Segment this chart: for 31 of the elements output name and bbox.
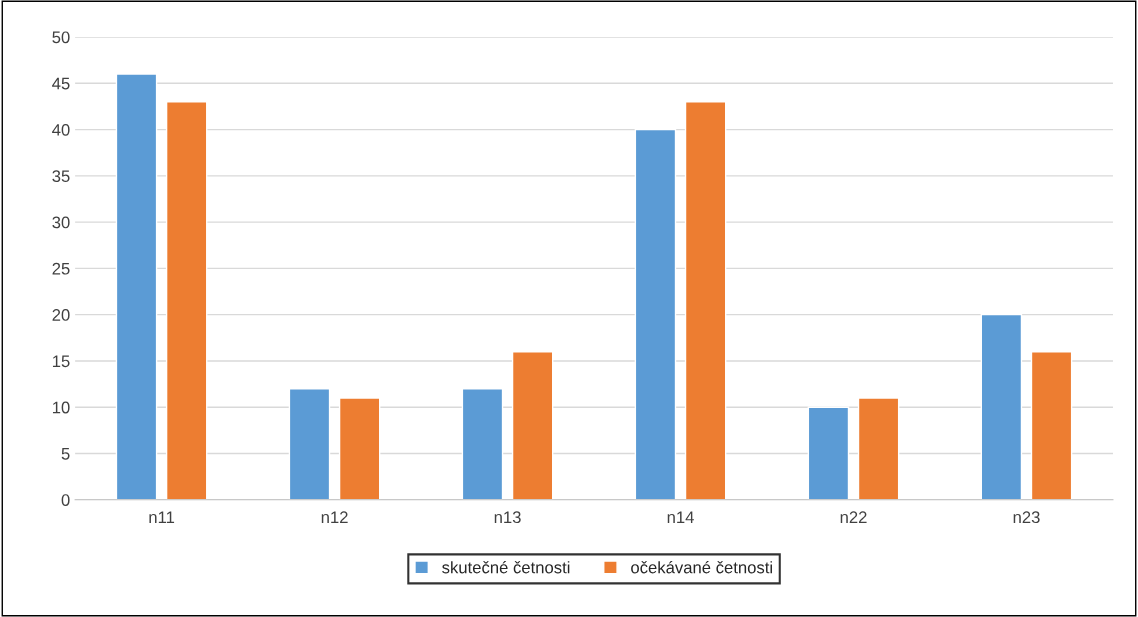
bar xyxy=(1030,350,1073,500)
bar xyxy=(807,406,850,500)
bar xyxy=(288,388,331,500)
y-tick-label: 20 xyxy=(52,309,70,321)
y-tick-label: 40 xyxy=(52,123,70,136)
legend-label: očekávané četnosti xyxy=(631,560,772,574)
y-tick-label: 5 xyxy=(61,448,70,460)
y-tick-label: 50 xyxy=(52,31,70,44)
y-tick-label: 35 xyxy=(52,170,70,183)
bar xyxy=(980,313,1023,500)
y-tick-label: 30 xyxy=(52,216,70,229)
legend-label: skutečné četnosti xyxy=(442,560,570,574)
bar xyxy=(115,73,158,500)
y-tick-label: 25 xyxy=(52,262,70,275)
x-tick-label: n12 xyxy=(321,511,348,523)
y-tick-label: 0 xyxy=(61,494,70,506)
x-tick-label: n11 xyxy=(149,511,175,523)
x-tick-label: n13 xyxy=(494,511,521,524)
bar xyxy=(634,128,677,500)
bar xyxy=(338,397,381,500)
x-tick-label: n22 xyxy=(840,511,867,523)
bar xyxy=(857,397,900,500)
x-tick-label: n23 xyxy=(1013,511,1040,524)
bar xyxy=(461,388,504,500)
y-tick-label: 45 xyxy=(52,77,70,90)
x-tick-label: n14 xyxy=(667,511,694,523)
y-tick-label: 10 xyxy=(52,401,70,414)
y-tick-label: 15 xyxy=(52,355,70,368)
bar xyxy=(511,350,554,500)
bar xyxy=(684,101,727,500)
bar xyxy=(165,101,208,500)
